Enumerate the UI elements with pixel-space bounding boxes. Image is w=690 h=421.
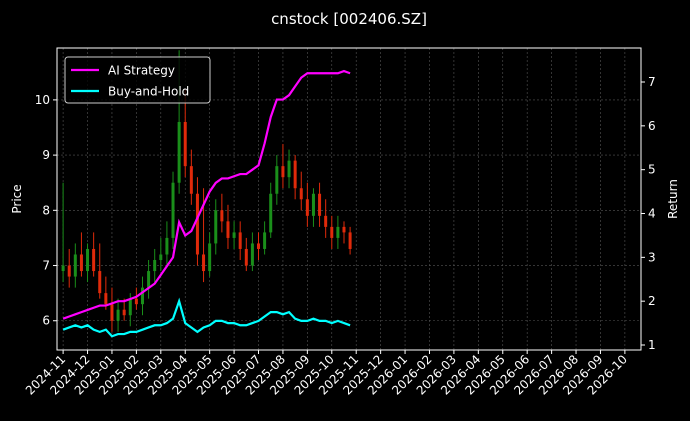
y2-tick-label: 5 (648, 163, 656, 177)
candle-body (324, 215, 328, 227)
candle-body (171, 182, 175, 238)
candle-body (208, 243, 212, 272)
legend-label: AI Strategy (108, 64, 175, 78)
candle-body (61, 265, 65, 272)
candle-body (342, 226, 346, 233)
candle-body (226, 221, 230, 238)
candle-body (86, 248, 90, 272)
candle-body (250, 243, 254, 266)
candle-body (348, 232, 352, 249)
candle-body (189, 166, 193, 194)
y-axis-label: Price (10, 184, 24, 213)
y-tick-label: 6 (42, 314, 50, 328)
candle-body (153, 260, 157, 272)
candle-body (220, 210, 224, 222)
y-tick-label: 7 (42, 259, 50, 273)
y-tick-label: 8 (42, 203, 50, 217)
candle-body (116, 309, 120, 321)
candle-body (79, 254, 83, 272)
candle-body (293, 160, 297, 189)
candle-body (202, 254, 206, 272)
legend-box (64, 56, 211, 104)
candle-body (73, 254, 77, 277)
candle-body (104, 293, 108, 305)
series-line (62, 69, 351, 320)
candle-body (287, 160, 291, 178)
candle-body (92, 248, 96, 272)
candle-body (110, 304, 114, 321)
y2-tick-label: 6 (648, 119, 656, 133)
candle-body (134, 298, 138, 305)
candle-body (232, 232, 236, 238)
candle-body (269, 193, 273, 233)
candle-body (257, 243, 261, 249)
candle-body (98, 271, 102, 294)
y-tick-label: 10 (35, 93, 50, 107)
candle-body (263, 232, 267, 249)
y2-tick-label: 3 (648, 250, 656, 264)
candle-body (183, 121, 187, 167)
candle-body (147, 271, 151, 288)
candle-body (177, 121, 181, 183)
candle-body (238, 232, 242, 249)
candle-body (195, 193, 199, 255)
y2-axis-label: Return (666, 179, 680, 219)
legend-label: Buy-and-Hold (108, 85, 189, 99)
y-tick-label: 9 (42, 148, 50, 162)
candle-body (122, 309, 126, 316)
candle-body (159, 254, 163, 261)
candle-body (330, 226, 334, 238)
candle-body (140, 287, 144, 305)
y2-tick-label: 4 (648, 207, 656, 221)
candle-body (318, 193, 322, 216)
candle-body (165, 237, 169, 255)
candle-body (244, 248, 248, 266)
y2-tick-label: 1 (648, 338, 656, 352)
candle-body (311, 193, 315, 216)
candle-body (128, 298, 132, 316)
candle-body (67, 265, 71, 277)
series-line (62, 297, 351, 338)
plot-frame (56, 47, 642, 351)
candle-body (336, 226, 340, 238)
candle-body (281, 166, 285, 178)
candle-body (214, 210, 218, 244)
chart-title: cnstock [002406.SZ] (271, 10, 427, 28)
candle-body (305, 199, 309, 216)
y2-tick-label: 2 (648, 294, 656, 308)
y2-tick-label: 7 (648, 75, 656, 89)
candle-body (299, 188, 303, 200)
candle-body (275, 166, 279, 194)
